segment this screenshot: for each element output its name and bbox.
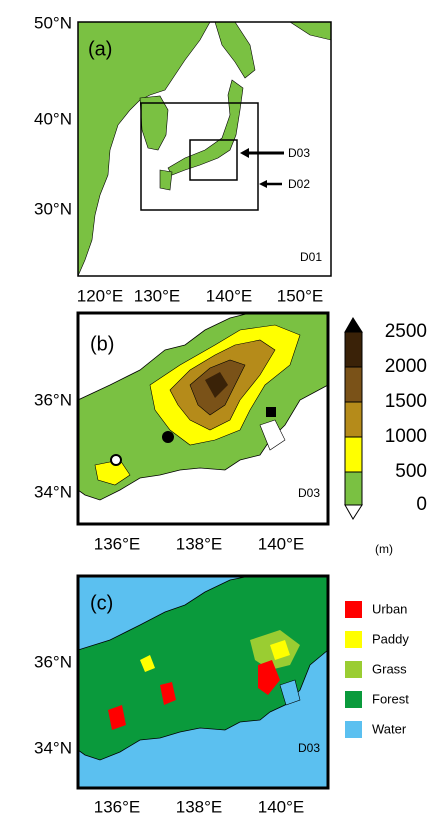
panel-label: (b) <box>90 333 114 355</box>
y-tick-label: 34°N <box>34 482 72 501</box>
colorbar-tick-label: 2500 <box>385 321 427 342</box>
colorbar <box>345 318 362 519</box>
colorbar-tick-label: 1500 <box>385 391 427 412</box>
legend-swatch <box>345 601 362 618</box>
legend-label: Water <box>372 721 407 736</box>
legend-swatch <box>345 631 362 648</box>
domain-label: D01 <box>300 250 322 264</box>
map-b <box>78 313 328 524</box>
x-tick-label: 138°E <box>176 534 223 553</box>
domain-label: D03 <box>298 741 320 755</box>
legend-label: Grass <box>372 661 407 676</box>
figure: (a) D03 D02 D01 50°N 40°N 30°N 120°E 130… <box>0 0 428 824</box>
domain-label: D03 <box>298 486 320 500</box>
legend-swatch <box>345 691 362 708</box>
legend-label: Urban <box>372 601 407 616</box>
panel-label: (c) <box>90 592 113 614</box>
y-tick-label: 40°N <box>34 109 72 128</box>
x-tick-label: 138°E <box>176 797 223 816</box>
legend-label: Paddy <box>372 631 409 646</box>
y-tick-label: 36°N <box>34 390 72 409</box>
x-tick-label: 150°E <box>277 286 324 305</box>
domain-label: D02 <box>288 177 310 191</box>
colorbar-unit: (m) <box>375 542 393 556</box>
legend-swatch <box>345 661 362 678</box>
y-tick-label: 34°N <box>34 738 72 757</box>
legend-swatch <box>345 721 362 738</box>
x-tick-label: 130°E <box>134 286 181 305</box>
x-tick-label: 136°E <box>94 534 141 553</box>
x-tick-label: 140°E <box>258 534 305 553</box>
x-tick-label: 140°E <box>258 797 305 816</box>
x-tick-label: 120°E <box>77 286 124 305</box>
y-tick-label: 36°N <box>34 652 72 671</box>
colorbar-tick-label: 0 <box>416 494 427 515</box>
y-tick-label: 50°N <box>34 13 72 32</box>
panel-label: (a) <box>88 38 112 60</box>
y-tick-label: 30°N <box>34 199 72 218</box>
colorbar-tick-label: 1000 <box>385 426 427 447</box>
legend-label: Forest <box>372 691 409 706</box>
x-tick-label: 136°E <box>94 797 141 816</box>
x-tick-label: 140°E <box>206 286 253 305</box>
colorbar-tick-label: 500 <box>395 461 427 482</box>
map-c <box>78 576 328 788</box>
domain-label: D03 <box>288 146 310 160</box>
colorbar-tick-label: 2000 <box>385 356 427 377</box>
